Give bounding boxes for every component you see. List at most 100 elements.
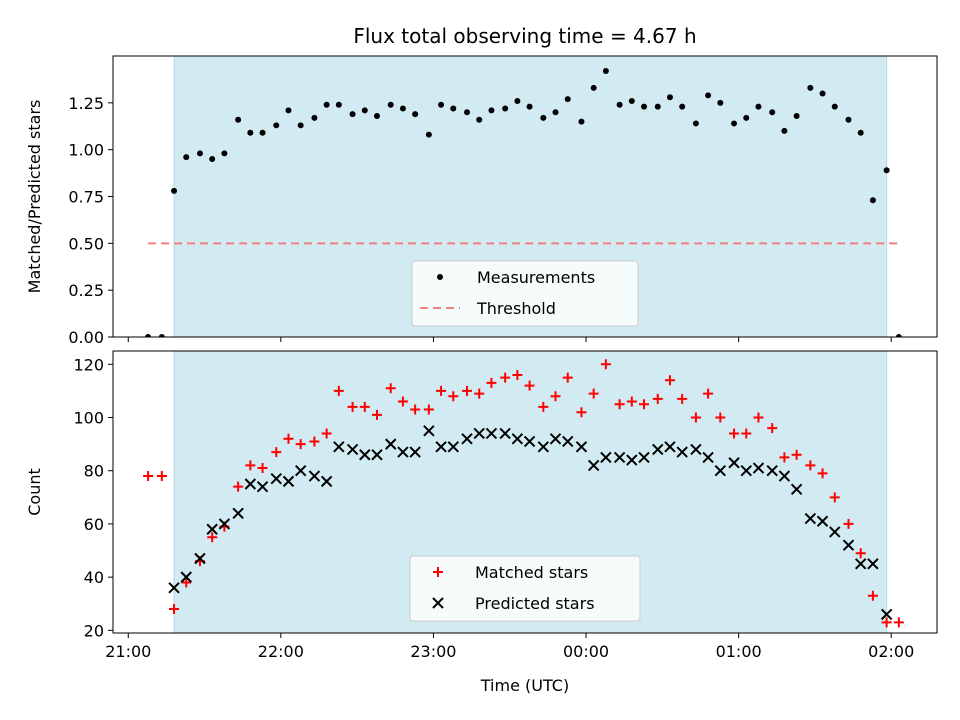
measurement-point	[883, 167, 890, 174]
predicted-star-marker	[232, 507, 244, 519]
matched-star-marker	[867, 590, 878, 601]
measurement-point	[158, 334, 165, 337]
predicted-star-marker	[359, 449, 371, 461]
y-tick-label: 0.25	[68, 281, 104, 300]
predicted-star-marker	[690, 443, 702, 456]
measurement-point	[692, 120, 699, 127]
matched-star-marker	[729, 428, 740, 439]
matched-star-marker	[562, 372, 573, 383]
matched-star-marker	[741, 428, 752, 439]
matched-star-marker	[397, 396, 408, 407]
predicted-star-marker	[854, 558, 867, 570]
predicted-star-marker	[256, 480, 269, 493]
measurement-point	[235, 116, 242, 123]
plot-area	[145, 67, 902, 337]
predicted-star-marker	[244, 478, 257, 490]
measurement-point	[259, 129, 266, 136]
y-tick-label: 100	[73, 409, 104, 428]
legend-label: Threshold	[476, 299, 556, 318]
measurement-point	[183, 154, 190, 161]
matched-star-marker	[690, 412, 701, 423]
x-tick-label: 01:00	[716, 642, 762, 661]
measurement-point	[616, 101, 623, 108]
measurement-point	[502, 105, 509, 112]
matched-star-marker	[321, 428, 332, 439]
matched-star-marker	[423, 404, 434, 415]
matched-star-marker	[715, 412, 726, 423]
predicted-star-marker	[206, 523, 218, 535]
predicted-star-marker	[409, 446, 421, 458]
measurement-point	[793, 112, 800, 119]
predicted-star-marker	[804, 512, 817, 525]
measurement-point	[895, 334, 902, 337]
matched-star-marker	[677, 393, 688, 404]
measurement-point	[412, 111, 419, 118]
legend: Measurements Threshold	[411, 260, 639, 327]
legend-predicted-marker	[432, 597, 444, 609]
measurement-point	[221, 150, 228, 157]
matched-star-marker	[371, 409, 382, 420]
legend-label: Predicted stars	[475, 594, 595, 613]
matched-star-marker	[207, 532, 218, 543]
measurement-point	[323, 101, 330, 108]
measurement-point	[196, 150, 203, 157]
y-tick-label: 1.25	[68, 94, 104, 113]
matched-star-marker	[410, 404, 421, 415]
x-tick-label: 23:00	[410, 642, 456, 661]
matched-star-marker	[881, 617, 892, 628]
matched-star-marker	[855, 548, 866, 559]
measurement-point	[335, 101, 342, 108]
legend-box	[411, 260, 639, 327]
matched-star-marker	[474, 388, 485, 399]
measurement-point	[731, 120, 738, 127]
predicted-star-marker	[435, 441, 447, 453]
y-tick-label: 20	[84, 621, 104, 640]
predicted-star-marker	[523, 435, 536, 448]
predicted-star-marker	[587, 459, 600, 472]
predicted-star-marker	[842, 539, 855, 551]
measurement-point	[209, 156, 216, 163]
matched-star-marker	[550, 391, 561, 402]
predicted-star-marker	[447, 441, 459, 453]
measurement-point	[361, 107, 368, 114]
matched-star-marker	[143, 471, 154, 482]
matched-star-marker	[156, 471, 167, 482]
predicted-star-marker	[778, 470, 791, 482]
matched-star-marker	[359, 401, 370, 412]
measurement-point	[781, 127, 788, 134]
measurement-point	[438, 101, 445, 108]
y-tick-label: 1.00	[68, 141, 104, 160]
predicted-star-marker	[829, 526, 841, 538]
matched-star-marker	[805, 460, 816, 471]
matched-star-marker	[767, 423, 778, 434]
y-tick-label: 40	[84, 568, 104, 587]
predicted-star-marker	[423, 425, 435, 437]
matched-star-marker	[600, 359, 611, 370]
legend-label: Measurements	[477, 268, 595, 287]
predicted-star-marker	[702, 451, 714, 464]
predicted-star-marker	[600, 451, 612, 464]
predicted-star-marker	[168, 582, 180, 594]
x-tick-label: 02:00	[868, 642, 914, 661]
predicted-star-marker	[740, 465, 752, 477]
matched-star-marker	[233, 481, 244, 492]
bottom-panel: 21:00 22:00 23:00 00:00 01:00 02:00 20 40 60 80 10…	[25, 350, 938, 661]
predicted-star-marker	[499, 427, 511, 440]
measurement-point	[526, 103, 533, 110]
measurement-point	[717, 99, 724, 106]
matched-star-marker	[664, 375, 675, 386]
predicted-star-marker	[308, 470, 321, 482]
matched-star-marker	[652, 393, 663, 404]
legend: Matched stars Predicted stars	[409, 555, 641, 622]
predicted-star-marker	[371, 449, 383, 461]
matched-star-marker	[576, 407, 587, 418]
measurement-point	[831, 103, 838, 110]
measurement-point	[666, 94, 673, 101]
y-tick-label: 120	[73, 355, 104, 374]
y-axis-label: Count	[25, 468, 44, 516]
predicted-star-marker	[575, 441, 588, 453]
matched-star-marker	[486, 377, 497, 388]
matched-star-marker	[448, 391, 459, 402]
predicted-star-marker	[282, 475, 295, 488]
